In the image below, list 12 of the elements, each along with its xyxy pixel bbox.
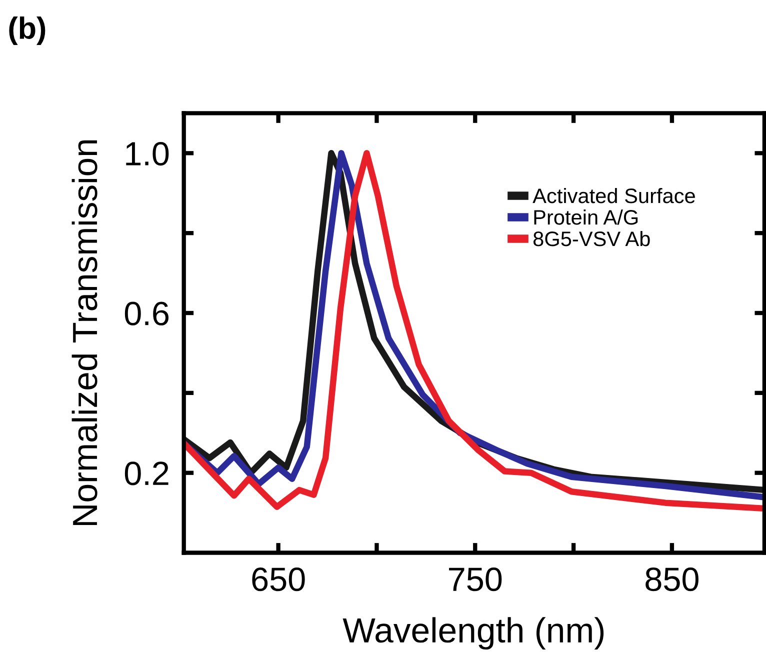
x-tick-label: 750 [449,568,502,592]
x-tick-label: 650 [252,568,305,592]
legend-label: Activated Surface [532,188,695,204]
x-tick-label: 850 [646,568,698,592]
y-tick-label: 0.2 [124,462,168,486]
y-axis-title: Normalized Transmission [72,140,98,526]
chart-title: (b) [9,16,46,46]
legend-label: 8G5-VSV Ab [533,230,650,246]
y-tick-label: 0.6 [124,302,168,326]
x-axis-title: Wavelength (nm) [342,617,604,650]
legend-label: Protein A/G [534,209,638,225]
y-tick-label: 1.0 [126,142,169,166]
